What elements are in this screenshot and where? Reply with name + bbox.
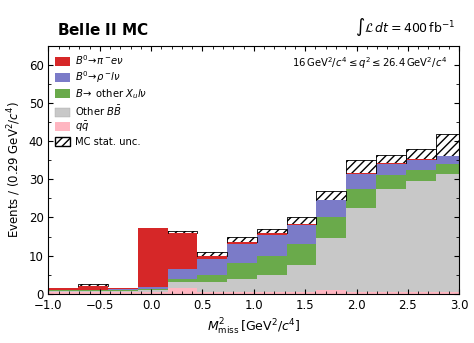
Bar [436, 174, 465, 292]
Bar [436, 156, 465, 164]
Bar [317, 191, 346, 200]
Bar [48, 290, 78, 291]
Bar [138, 228, 167, 287]
Bar [78, 292, 108, 294]
Bar [48, 292, 78, 294]
Bar [168, 233, 197, 269]
Bar [257, 256, 287, 275]
Bar [78, 286, 108, 289]
Bar [406, 160, 436, 170]
Bar [227, 242, 257, 244]
Bar [108, 288, 138, 289]
Bar [197, 282, 227, 292]
Bar [168, 282, 197, 288]
Bar [287, 244, 317, 265]
Bar [108, 292, 138, 294]
Bar [197, 256, 227, 259]
Bar [138, 290, 167, 292]
Text: $\int \mathcal{L}\, dt = 400\,\mathrm{fb}^{-1}$: $\int \mathcal{L}\, dt = 400\,\mathrm{fb… [355, 16, 455, 38]
Bar [168, 279, 197, 282]
Bar [376, 292, 406, 294]
Bar [317, 217, 346, 238]
Bar [257, 234, 287, 235]
Bar [48, 291, 78, 292]
Bar [197, 259, 227, 275]
Bar [376, 164, 406, 176]
Bar [436, 133, 465, 156]
Bar [227, 244, 257, 263]
Bar [317, 238, 346, 290]
Bar [78, 290, 108, 291]
Bar [406, 181, 436, 292]
Text: $16\,\mathrm{GeV}^2/c^4 \leq q^2 \leq 26.4\,\mathrm{GeV}^2/c^4$: $16\,\mathrm{GeV}^2/c^4 \leq q^2 \leq 26… [292, 56, 447, 71]
Bar [436, 164, 465, 174]
Bar [197, 292, 227, 294]
Bar [287, 217, 317, 224]
Bar [287, 265, 317, 292]
Bar [346, 292, 376, 294]
Y-axis label: Events / (0.29 GeV$^2$/$c^4$): Events / (0.29 GeV$^2$/$c^4$) [6, 101, 23, 238]
Bar [197, 252, 227, 256]
Bar [317, 290, 346, 294]
Bar [287, 224, 317, 225]
Bar [376, 163, 406, 164]
Bar [257, 229, 287, 234]
Bar [346, 208, 376, 292]
Bar [287, 225, 317, 244]
Bar [227, 263, 257, 279]
Bar [376, 154, 406, 163]
Bar [346, 174, 376, 189]
Bar [257, 235, 287, 256]
Text: $\mathbf{Belle\ II\ MC}$: $\mathbf{Belle\ II\ MC}$ [57, 22, 148, 38]
Bar [346, 189, 376, 208]
Bar [78, 289, 108, 290]
Bar [197, 275, 227, 282]
X-axis label: $M^2_{\mathrm{miss}}\,[\mathrm{GeV}^2/c^4]$: $M^2_{\mathrm{miss}}\,[\mathrm{GeV}^2/c^… [207, 317, 301, 338]
Bar [48, 288, 78, 289]
Bar [168, 269, 197, 279]
Bar [376, 189, 406, 292]
Bar [78, 291, 108, 292]
Bar [346, 160, 376, 173]
Bar [227, 237, 257, 242]
Bar [168, 231, 197, 233]
Bar [257, 292, 287, 294]
Bar [406, 170, 436, 181]
Bar [376, 176, 406, 189]
Bar [227, 279, 257, 292]
Bar [168, 288, 197, 294]
Bar [138, 287, 167, 289]
Bar [138, 289, 167, 290]
Bar [436, 292, 465, 294]
Bar [48, 289, 78, 290]
Bar [317, 200, 346, 217]
Bar [287, 292, 317, 294]
Bar [406, 292, 436, 294]
Bar [406, 149, 436, 159]
Bar [406, 159, 436, 160]
Bar [138, 292, 167, 294]
Bar [108, 290, 138, 291]
Bar [257, 275, 287, 292]
Bar [78, 284, 108, 286]
Bar [108, 289, 138, 290]
Bar [108, 291, 138, 292]
Bar [346, 173, 376, 174]
Legend: $B^0\!\to\!\pi^-\! e\nu$, $B^0\!\to\!\rho^-\! l\nu$, $B\!\to$ other $X_u l\nu$, : $B^0\!\to\!\pi^-\! e\nu$, $B^0\!\to\!\rh… [54, 51, 150, 149]
Bar [227, 292, 257, 294]
